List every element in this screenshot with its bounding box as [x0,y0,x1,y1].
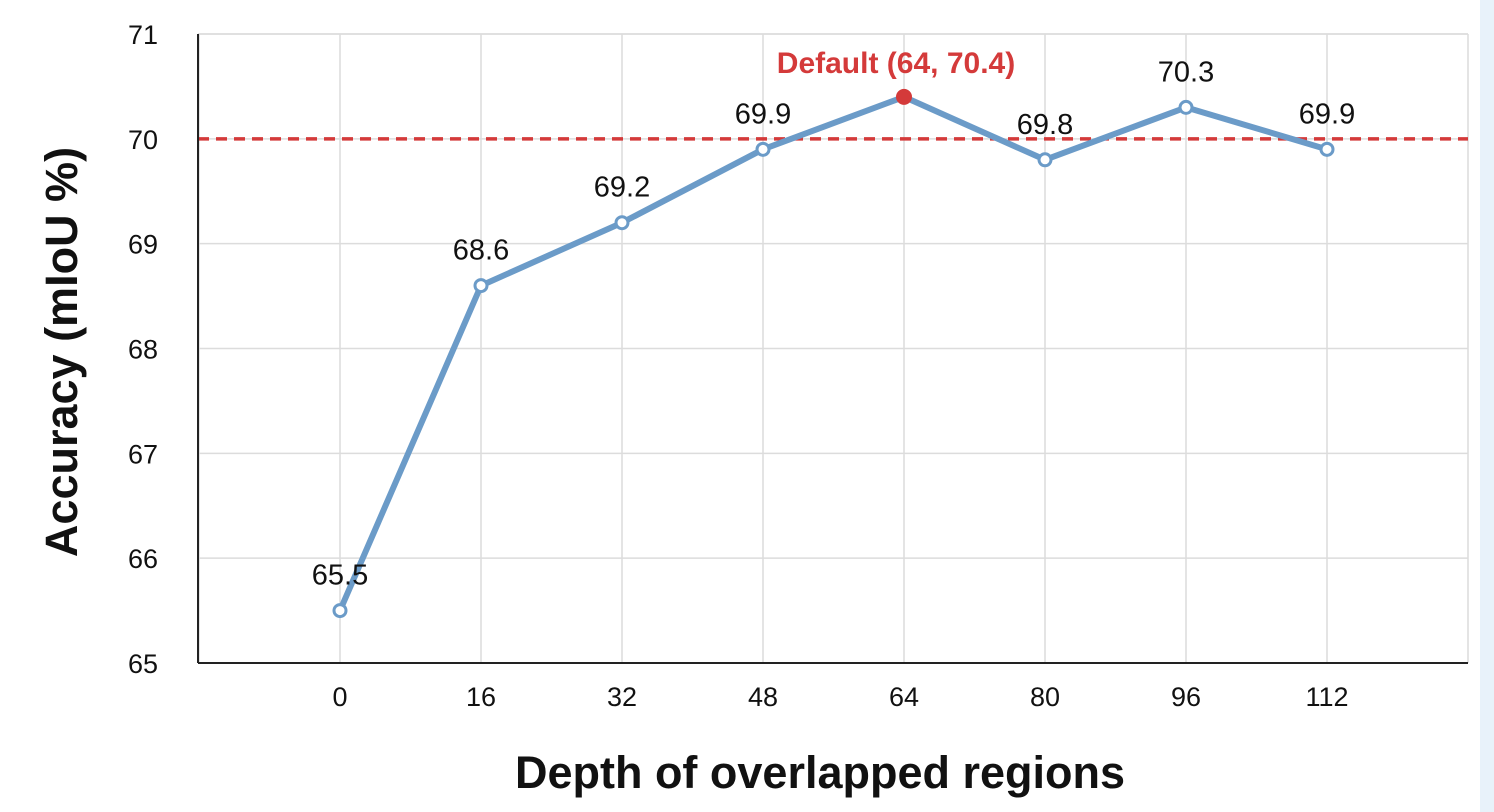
data-point-1 [473,278,489,294]
series-line [337,93,1330,614]
y-tick-label-4: 69 [128,230,158,260]
x-axis-title: Depth of overlapped regions [515,747,1125,798]
axes [197,34,1468,664]
data-point-7 [1319,141,1335,157]
data-label-2: 69.2 [594,172,650,204]
data-label-3: 69.9 [735,98,791,130]
x-tick-label-3: 48 [748,682,778,712]
data-label-5: 69.8 [1017,109,1073,141]
data-point-2 [614,215,630,231]
data-label-0: 65.5 [312,560,368,592]
right-edge-strip [1480,0,1494,812]
x-tick-label-1: 16 [466,682,496,712]
y-tick-label-3: 68 [128,335,158,365]
grid-lines [198,33,1469,664]
y-tick-label-6: 71 [128,20,158,50]
data-point-3 [755,141,771,157]
x-tick-label-4: 64 [889,682,919,712]
x-tick-label-7: 112 [1305,682,1348,712]
x-tick-label-0: 0 [332,682,347,712]
y-tick-label-5: 70 [128,125,158,155]
y-tick-label-0: 65 [128,649,158,679]
highlight-point [896,88,912,105]
highlight-label: Default (64, 70.4) [777,47,1015,80]
data-point-5 [1037,152,1053,168]
x-tick-label-5: 80 [1030,682,1060,712]
highlight-group: Default (64, 70.4) [777,47,1015,105]
x-tick-label-2: 32 [607,682,637,712]
data-labels: 65.5 68.6 69.2 69.9 69.8 70.3 69.9 [312,56,1355,591]
series-line-group [332,93,1335,619]
y-axis-title: Accuracy (mIoU %) [36,147,87,557]
data-point-0 [332,603,348,619]
y-tick-label-2: 67 [128,439,158,469]
x-tick-label-6: 96 [1171,682,1201,712]
data-label-1: 68.6 [453,235,509,267]
y-tick-label-1: 66 [128,544,158,574]
data-label-6: 70.3 [1158,56,1214,88]
y-tick-labels: 65 66 67 68 69 70 71 [128,20,158,679]
data-point-6 [1178,99,1194,115]
data-label-7: 69.9 [1299,98,1355,130]
x-tick-labels: 0 16 32 48 64 80 96 112 [332,682,1348,712]
